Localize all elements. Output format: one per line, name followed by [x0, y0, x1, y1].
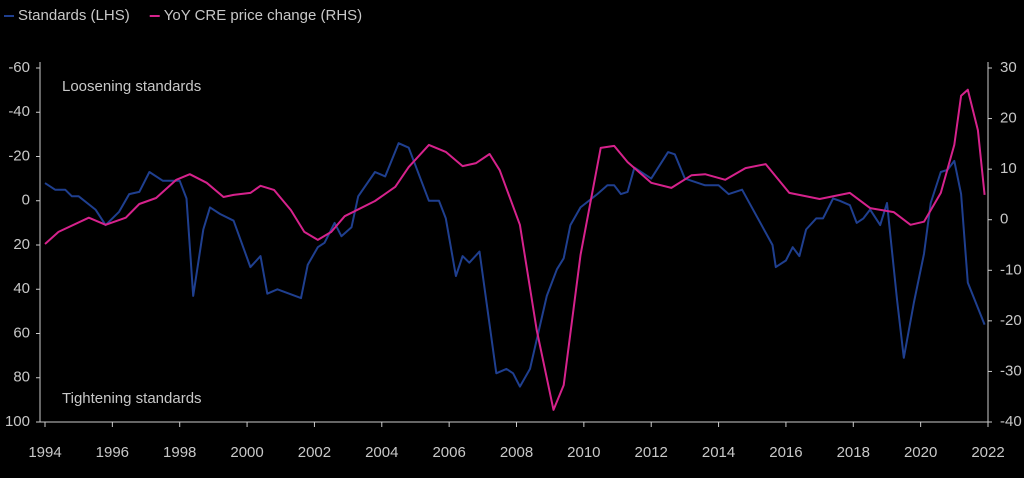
x-tick-label: 2018 — [837, 444, 870, 461]
series-line — [44, 88, 986, 411]
y-tick-label: 40 — [13, 280, 30, 297]
y2-tick-label: -40 — [1000, 413, 1022, 430]
x-tick-label: 2002 — [298, 444, 331, 461]
y-tick-label: -40 — [8, 103, 30, 120]
y-tick-label: 20 — [13, 236, 30, 253]
x-tick-label: 2008 — [500, 444, 533, 461]
y-tick-label: -60 — [8, 59, 30, 76]
x-tick-label: 2000 — [230, 444, 263, 461]
y2-tick-label: 30 — [1000, 59, 1017, 76]
y2-tick-label: 0 — [1000, 211, 1008, 228]
x-tick-label: 2022 — [971, 444, 1004, 461]
x-tick-label: 2006 — [432, 444, 465, 461]
x-tick-label: 2020 — [904, 444, 937, 461]
x-tick-label: 2014 — [702, 444, 735, 461]
x-tick-label: 2010 — [567, 444, 600, 461]
legend-label: Standards (LHS) — [18, 7, 130, 24]
x-tick-label: 2016 — [769, 444, 802, 461]
x-tick-label: 2004 — [365, 444, 398, 461]
y2-tick-label: 10 — [1000, 160, 1017, 177]
y-tick-label: 80 — [13, 369, 30, 386]
x-tick-label: 1994 — [28, 444, 61, 461]
x-tick-label: 2012 — [635, 444, 668, 461]
y-tick-label: 60 — [13, 324, 30, 341]
annotation: Loosening standards — [62, 78, 201, 95]
annotation: Tightening standards — [62, 390, 202, 407]
y-tick-label: 0 — [22, 192, 30, 209]
y2-tick-label: 20 — [1000, 110, 1017, 127]
series-line — [44, 142, 986, 388]
y2-tick-label: -10 — [1000, 261, 1022, 278]
y-tick-label: -20 — [8, 147, 30, 164]
x-tick-label: 1996 — [96, 444, 129, 461]
y2-tick-label: -20 — [1000, 312, 1022, 329]
y2-tick-label: -30 — [1000, 362, 1022, 379]
y-tick-label: 100 — [5, 413, 30, 430]
x-tick-label: 1998 — [163, 444, 196, 461]
legend-label: YoY CRE price change (RHS) — [164, 7, 362, 24]
